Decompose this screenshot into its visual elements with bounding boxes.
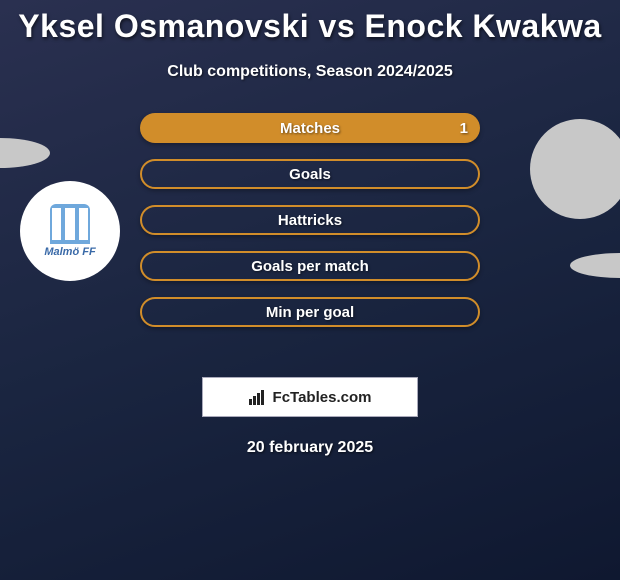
stat-bar-goals-per-match: Goals per match [140, 251, 480, 281]
stat-bars: Matches 1 Goals Hattricks Goals per matc… [140, 113, 480, 343]
left-player-ellipse [0, 138, 50, 168]
stat-bar-min-per-goal: Min per goal [140, 297, 480, 327]
stat-bar-hattricks: Hattricks [140, 205, 480, 235]
left-club-badge: Malmö FF [20, 181, 120, 281]
stat-label: Min per goal [266, 304, 354, 321]
stat-right-value: 1 [460, 120, 468, 137]
left-club-name: Malmö FF [44, 246, 95, 258]
stat-label: Goals per match [251, 258, 369, 275]
page-title: Yksel Osmanovski vs Enock Kwakwa [0, 0, 620, 45]
stat-label: Goals [289, 166, 331, 183]
brand-text: FcTables.com [273, 389, 372, 406]
comparison-stage: Malmö FF Matches 1 Goals Hattricks Goals… [0, 113, 620, 373]
date-label: 20 february 2025 [0, 439, 620, 457]
right-player-avatar [530, 119, 620, 219]
brand-box: FcTables.com [202, 377, 418, 417]
stat-label: Hattricks [278, 212, 342, 229]
bar-chart-icon [249, 389, 267, 405]
stat-bar-matches: Matches 1 [140, 113, 480, 143]
badge-stripes-icon [50, 204, 90, 244]
stat-label: Matches [280, 120, 340, 137]
stat-bar-goals: Goals [140, 159, 480, 189]
right-player-ellipse [570, 253, 620, 278]
subtitle: Club competitions, Season 2024/2025 [0, 63, 620, 81]
